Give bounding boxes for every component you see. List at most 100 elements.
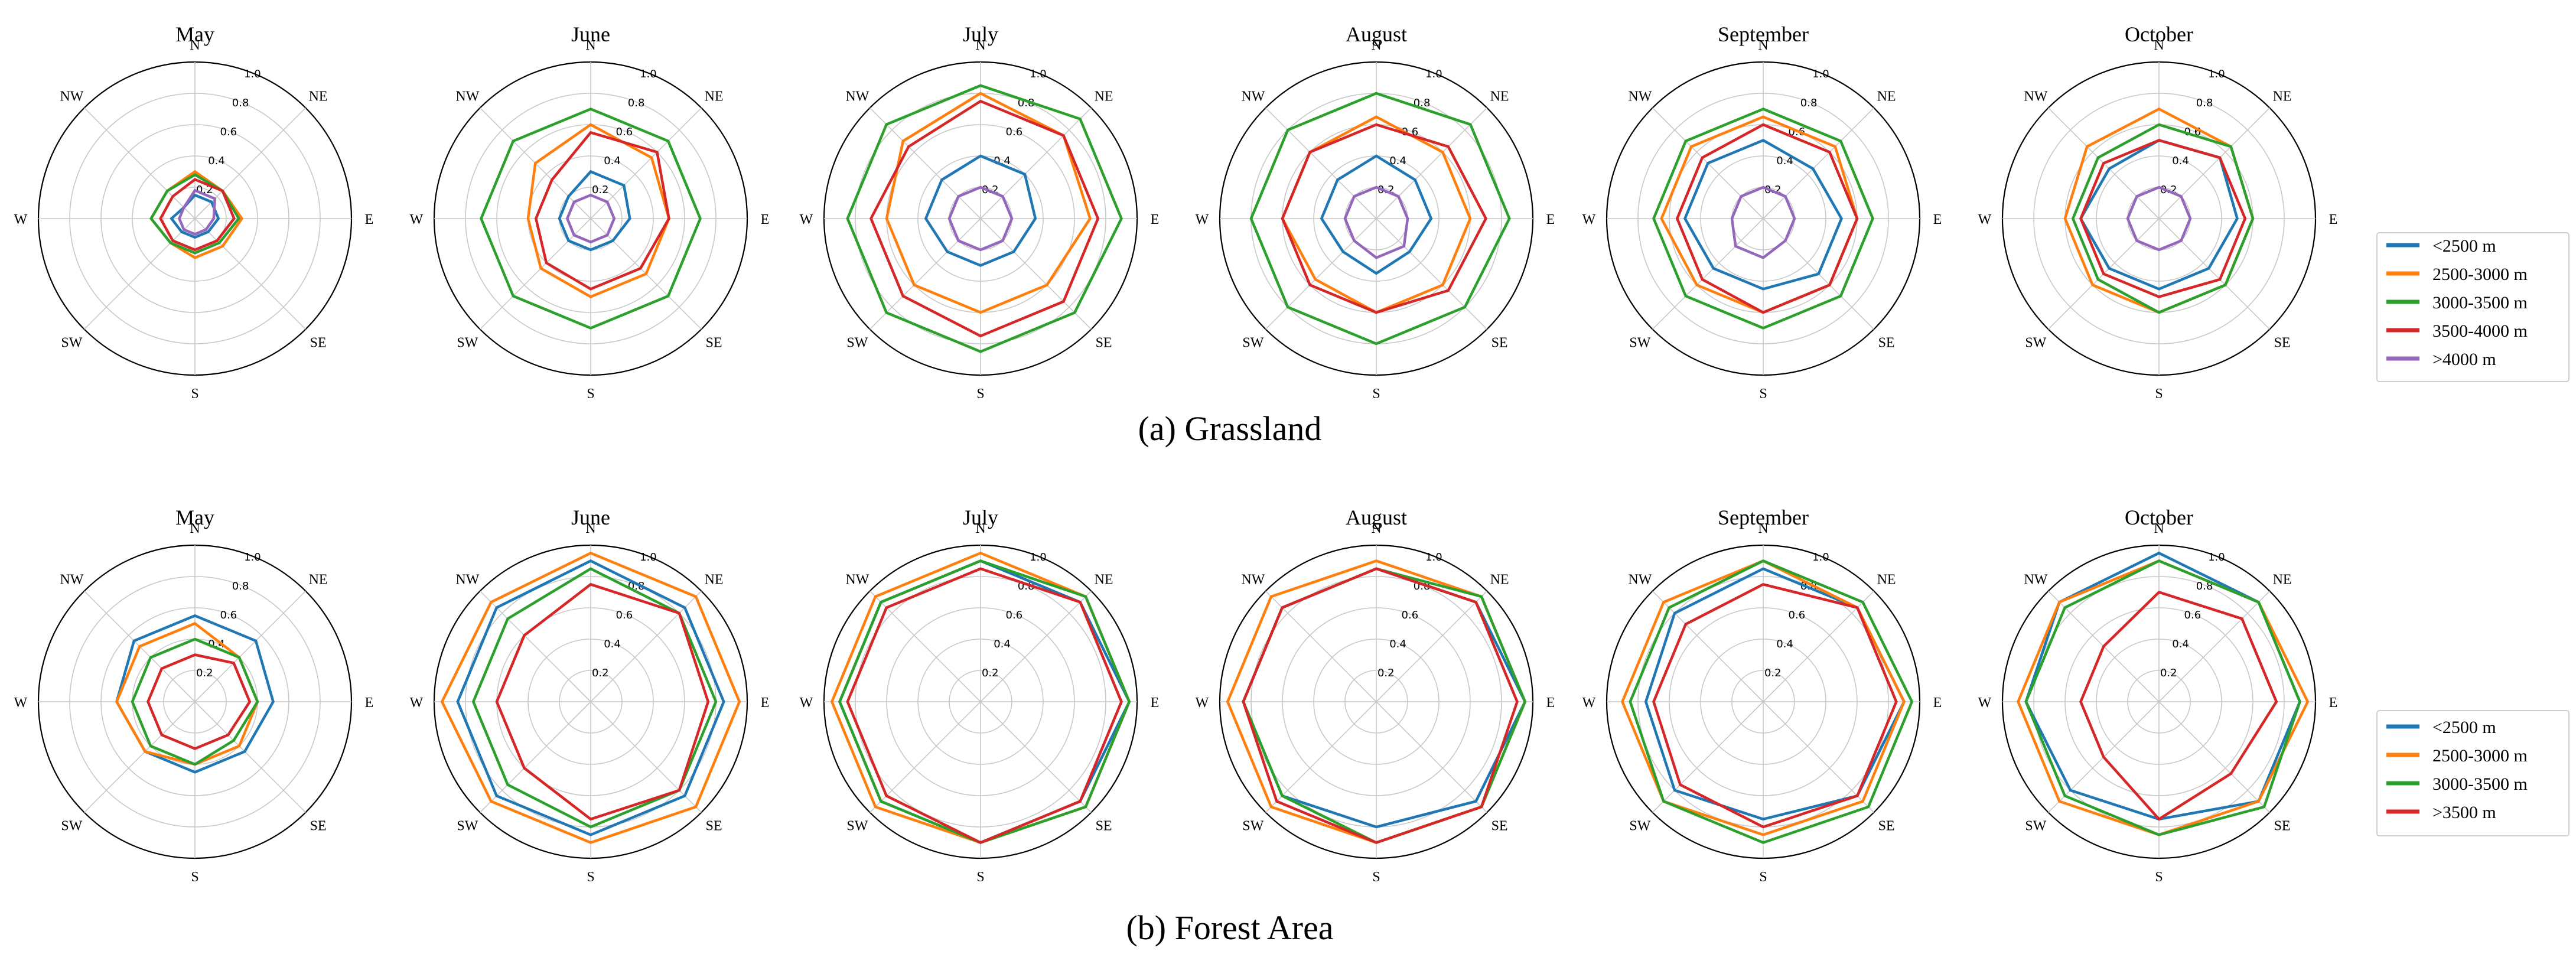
direction-label: W [1582,212,1596,227]
direction-label: SE [1096,336,1112,351]
chart-title: October [2125,22,2193,46]
series-line [178,188,217,236]
radial-tick-label: 0.4 [1776,155,1793,167]
direction-label: N [975,38,985,53]
series-line [146,653,252,750]
series-line [1675,123,1859,314]
chart-title: August [1346,506,1407,529]
legend-label: 3500-4000 m [2432,321,2528,341]
direction-label: N [1758,38,1768,53]
series-line [115,614,275,774]
direction-label: NW [1241,572,1265,587]
series-line [2079,139,2247,298]
grid-spoke [1265,108,1377,219]
radial-tick-label: 1.0 [640,551,657,564]
chart-title: September [1718,22,1809,46]
direction-label: NW [455,89,479,104]
direction-label: E [2329,695,2338,711]
grid-spoke [590,701,702,813]
radial-tick-label: 0.6 [2184,609,2202,621]
series-line [947,185,1014,252]
direction-label: S [1759,386,1767,402]
radial-tick-label: 1.0 [640,68,657,80]
grid-spoke [2158,591,2270,702]
direction-label: S [1372,869,1380,885]
radial-tick-label: 0.6 [1789,609,1806,621]
radial-tick-label: 0.8 [2196,97,2213,109]
grid-spoke [480,218,591,330]
radial-tick-label: 0.6 [220,126,237,138]
grid-spoke [194,108,306,219]
legend-label: <2500 m [2432,236,2496,256]
direction-label: S [2155,386,2163,402]
direction-label: SW [1629,819,1650,834]
legend-entry: >4000 m [2386,350,2496,369]
direction-label: S [2155,869,2163,885]
grid-spoke [2158,701,2270,813]
direction-label: NE [1095,572,1113,587]
chart-title: July [963,506,998,529]
radial-tick-label: 1.0 [1425,68,1442,80]
direction-label: NE [309,89,328,104]
series-line [1242,567,1519,844]
series-line [1629,559,1914,844]
forest-legend: <2500 m 2500-3000 m 3000-3500 m >3500 m [2376,710,2570,836]
series-line [159,178,236,252]
legend-entry: >3500 m [2386,803,2496,822]
legend-frame [2376,232,2570,382]
legend-label: 2500-3000 m [2432,265,2528,284]
radial-tick-label: 0.2 [1377,667,1395,679]
grid-spoke [1763,591,1874,702]
direction-label: W [800,695,813,711]
radial-tick-label: 0.6 [1006,609,1023,621]
grid-spoke [1376,701,1487,813]
chart-title: May [175,22,214,46]
radial-tick-label: 0.6 [616,609,633,621]
legend-label: <2500 m [2432,718,2496,737]
direction-label: E [1933,212,1942,227]
direction-label: NE [705,572,724,587]
series-line [558,170,631,252]
direction-label: S [976,386,984,402]
chart-title: June [571,506,610,529]
series-line [456,559,725,836]
series-line [869,99,1100,338]
direction-label: SE [310,819,327,834]
radial-tick-label: 0.4 [1389,155,1406,167]
direction-label: W [410,695,424,711]
grid-spoke [1652,701,1764,813]
chart-title: June [571,22,610,46]
series-line [1683,138,1844,291]
direction-label: SW [2025,819,2046,834]
radial-tick-label: 0.2 [592,667,609,679]
direction-label: W [1978,695,1992,711]
grid-spoke [194,218,306,330]
direction-label: N [2154,521,2164,536]
direction-label: NE [309,572,328,587]
panel-grassland: MayNNEESESSWWNW0.20.40.60.81.0JuneNNEESE… [14,22,2570,448]
grid-spoke [194,591,306,702]
grid-spoke [869,591,981,702]
grid-spoke [590,108,702,219]
radial-tick-label: 1.0 [1812,551,1829,564]
series-line [526,123,670,299]
series-line [495,582,710,821]
series-line [1652,108,1874,330]
direction-label: N [585,38,595,53]
series-line [2079,590,2278,821]
series-line [2024,559,2301,836]
grid-spoke [590,591,702,702]
radial-tick-label: 0.8 [1800,97,1818,109]
radial-tick-label: 0.4 [2172,638,2189,650]
radial-tick-label: 0.4 [604,155,621,167]
grid-spoke [1652,218,1764,330]
direction-label: S [587,869,594,885]
direction-label: N [975,521,985,536]
